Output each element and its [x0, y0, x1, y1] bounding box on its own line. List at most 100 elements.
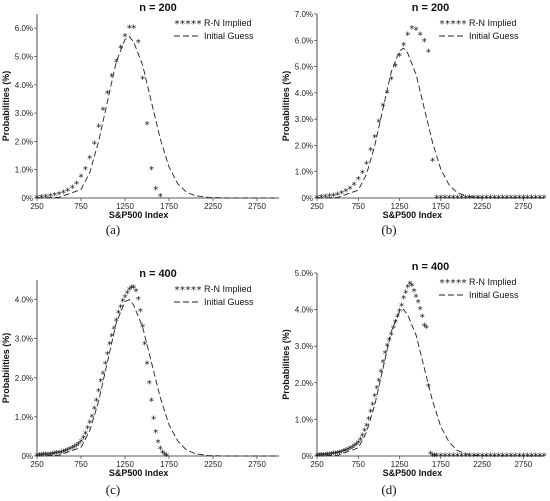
x-tick-label: 250 — [310, 460, 324, 469]
x-tick-label: 1250 — [116, 460, 134, 469]
series-line-initial-guess — [316, 309, 544, 457]
data-point-rn-implied: * — [92, 405, 97, 416]
data-point-rn-implied: * — [145, 360, 150, 371]
data-point-rn-implied: * — [405, 283, 410, 294]
legend-marker-rn-implied: * — [462, 278, 467, 289]
data-point-rn-implied: * — [107, 340, 112, 351]
data-point-rn-implied: * — [471, 452, 476, 463]
legend-marker-rn-implied: * — [440, 278, 445, 289]
data-point-rn-implied: * — [59, 448, 64, 459]
data-point-rn-implied: * — [442, 452, 447, 463]
data-point-rn-implied: * — [319, 451, 324, 462]
y-tick-label: 0% — [301, 194, 313, 203]
data-point-rn-implied: * — [438, 452, 443, 463]
data-point-rn-implied: * — [385, 88, 390, 99]
data-point-rn-implied: * — [116, 309, 121, 320]
x-tick-label: 1750 — [432, 460, 450, 469]
data-point-rn-implied: * — [39, 193, 44, 204]
data-point-rn-implied: * — [442, 194, 447, 205]
x-tick-label: 1250 — [116, 202, 134, 211]
data-point-rn-implied: * — [350, 443, 355, 454]
y-tick-label: 2.0% — [295, 141, 313, 150]
data-point-rn-implied: * — [434, 452, 439, 463]
data-point-rn-implied: * — [41, 451, 46, 462]
data-point-rn-implied: * — [356, 175, 361, 186]
y-tick-label: 3.0% — [295, 342, 313, 351]
data-point-rn-implied: * — [424, 323, 429, 334]
data-point-rn-implied: * — [401, 41, 406, 52]
data-point-rn-implied: * — [83, 430, 88, 441]
panel-caption: (c) — [106, 482, 120, 497]
data-point-rn-implied: * — [488, 194, 493, 205]
data-point-rn-implied: * — [475, 452, 480, 463]
chart-panel-b: 250 750 1250 1750 2250 2750 0% 1.0% 2.0% 3.0% 4.0%… — [281, 2, 547, 237]
data-point-rn-implied: * — [513, 452, 518, 463]
data-point-rn-implied: * — [37, 451, 42, 462]
x-axis-label: S&P500 Index — [109, 210, 169, 220]
y-tick-label: 4.0% — [295, 306, 313, 315]
y-tick-label: 3.0% — [295, 115, 313, 124]
y-tick-label: 2.0% — [295, 379, 313, 388]
data-point-rn-implied: * — [35, 452, 40, 463]
legend-marker-rn-implied: * — [197, 19, 202, 30]
legend-marker-rn-implied: * — [440, 19, 445, 30]
x-tick-label: 2250 — [473, 202, 491, 211]
data-point-rn-implied: * — [362, 427, 367, 438]
y-tick-label: 6.0% — [15, 24, 33, 33]
data-point-rn-implied: * — [138, 307, 143, 318]
data-point-rn-implied: * — [352, 442, 357, 453]
data-point-rn-implied: * — [389, 331, 394, 342]
legend-marker-rn-implied: * — [180, 285, 185, 296]
data-point-rn-implied: * — [521, 452, 526, 463]
legend-marker-rn-implied: * — [456, 278, 461, 289]
data-point-rn-implied: * — [123, 32, 128, 43]
data-point-rn-implied: * — [407, 279, 412, 290]
data-point-rn-implied: * — [364, 421, 369, 432]
data-point-rn-implied: * — [500, 452, 505, 463]
data-point-rn-implied: * — [158, 444, 163, 455]
data-point-rn-implied: * — [378, 367, 383, 378]
data-point-rn-implied: * — [451, 194, 456, 205]
legend-label-rn-implied: R-N Implied — [204, 18, 252, 28]
data-point-rn-implied: * — [57, 449, 62, 460]
data-point-rn-implied: * — [149, 165, 154, 176]
y-tick-label: 6.0% — [295, 36, 313, 45]
data-point-rn-implied: * — [125, 289, 130, 300]
y-tick-label: 4.0% — [295, 89, 313, 98]
data-point-rn-implied: * — [409, 24, 414, 35]
data-point-rn-implied: * — [529, 194, 534, 205]
data-point-rn-implied: * — [352, 180, 357, 191]
data-point-rn-implied: * — [492, 194, 497, 205]
data-point-rn-implied: * — [317, 451, 322, 462]
data-point-rn-implied: * — [39, 451, 44, 462]
data-point-rn-implied: * — [508, 194, 513, 205]
data-point-rn-implied: * — [455, 194, 460, 205]
y-axis-label: Probabilities (%) — [281, 329, 291, 400]
data-point-rn-implied: * — [87, 418, 92, 429]
y-axis-label: Probabilities (%) — [1, 71, 11, 142]
data-point-rn-implied: * — [43, 451, 48, 462]
data-point-rn-implied: * — [321, 451, 326, 462]
data-point-rn-implied: * — [136, 295, 141, 306]
data-point-rn-implied: * — [463, 194, 468, 205]
panel-caption: (d) — [381, 482, 396, 497]
data-point-rn-implied: * — [103, 360, 108, 371]
data-point-rn-implied: * — [393, 318, 398, 329]
data-point-rn-implied: * — [533, 194, 538, 205]
data-point-rn-implied: * — [70, 444, 75, 455]
data-point-rn-implied: * — [389, 75, 394, 86]
data-point-rn-implied: * — [484, 452, 489, 463]
data-point-rn-implied: * — [409, 281, 414, 292]
data-point-rn-implied: * — [529, 452, 534, 463]
x-tick-label: 2750 — [514, 202, 532, 211]
legend-label-initial-guess: Initial Guess — [469, 31, 519, 41]
data-point-rn-implied: * — [105, 350, 110, 361]
series-line-initial-guess — [36, 299, 279, 457]
data-point-rn-implied: * — [533, 452, 538, 463]
data-point-rn-implied: * — [500, 194, 505, 205]
data-point-rn-implied: * — [504, 194, 509, 205]
legend-marker-rn-implied: * — [197, 285, 202, 296]
data-point-rn-implied: * — [315, 194, 320, 205]
data-point-rn-implied: * — [127, 24, 132, 35]
data-point-rn-implied: * — [335, 449, 340, 460]
